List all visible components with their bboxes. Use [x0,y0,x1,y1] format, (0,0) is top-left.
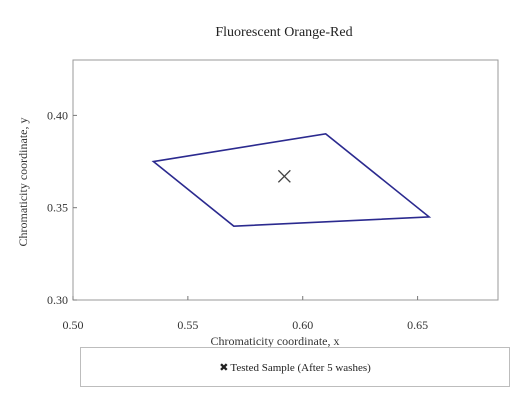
y-axis-label: Chromaticity coordinate, y [16,118,30,247]
chromaticity-boundary [151,132,432,227]
x-tick-label: 0.55 [177,318,198,332]
legend: ✖ Tested Sample (After 5 washes) [80,347,510,387]
sample-point-marker [277,169,291,183]
x-tick-label: 0.50 [63,318,84,332]
x-marker-icon: ✖ [219,361,229,374]
legend-entry-tested-sample: ✖ Tested Sample (After 5 washes) [81,361,509,374]
y-tick-label: 0.40 [47,108,68,122]
sample-points [277,169,291,183]
plot-area [72,59,499,301]
x-axis-label: Chromaticity coordinate, x [211,334,340,348]
chart-title: Fluorescent Orange-Red [215,25,352,40]
x-axis-ticks: 0.50 0.55 0.60 0.65 [63,296,428,332]
x-tick-label: 0.60 [292,318,313,332]
legend-label: Tested Sample (After 5 washes) [230,362,371,374]
y-axis-ticks: 0.30 0.35 0.40 [47,108,77,307]
y-tick-label: 0.35 [47,201,68,215]
x-tick-label: 0.65 [407,318,428,332]
y-tick-label: 0.30 [47,293,68,307]
